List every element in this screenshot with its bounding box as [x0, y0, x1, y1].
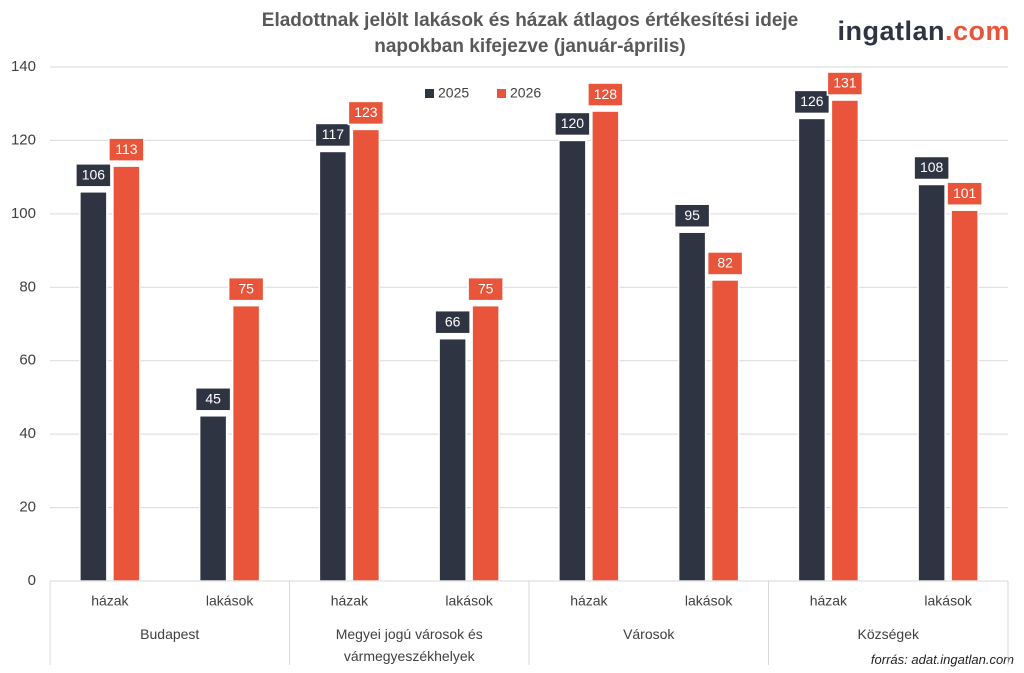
x-tick-label: lakások: [206, 593, 254, 609]
data-label-box: [554, 111, 591, 137]
bar: [112, 165, 141, 582]
x-tick-label: lakások: [924, 593, 972, 609]
data-label: 106: [82, 167, 106, 183]
data-label: 117: [322, 126, 345, 142]
data-label-box: [793, 89, 831, 115]
data-label: 108: [920, 159, 944, 175]
data-label: 123: [354, 104, 378, 120]
bar: [917, 183, 946, 582]
y-tick-label: 100: [11, 205, 36, 222]
legend-label: 2026: [510, 85, 541, 101]
group-label: Megyei jogú városok és vármegyeszékhelye…: [335, 626, 483, 664]
y-tick-label: 80: [19, 278, 36, 295]
data-label: 66: [445, 313, 461, 329]
data-label: 75: [478, 280, 494, 296]
data-label-box: [946, 181, 983, 206]
legend-label: 2025: [438, 85, 469, 101]
group-label: Városok: [623, 626, 675, 642]
x-tick-label: házak: [570, 593, 608, 609]
y-tick-label: 40: [19, 425, 36, 442]
data-label-box: [227, 276, 265, 302]
y-tick-label: 120: [11, 131, 36, 148]
bar: [231, 304, 261, 582]
data-label-box: [673, 203, 711, 228]
bar: [950, 209, 979, 582]
y-tick-label: 0: [28, 572, 36, 589]
data-label-box: [587, 82, 624, 107]
logo: ingatlan.com: [837, 16, 1010, 47]
data-label: 95: [684, 207, 700, 223]
bar: [710, 279, 740, 582]
y-tick-label: 140: [11, 58, 36, 75]
data-label: 75: [238, 280, 254, 296]
logo-suffix: .com: [944, 16, 1010, 46]
legend-swatch: [425, 89, 434, 98]
data-label: 131: [833, 75, 857, 91]
bar: [558, 139, 587, 582]
bar: [198, 415, 228, 582]
group-label: Községek: [857, 626, 919, 642]
data-label: 128: [594, 86, 618, 102]
x-tick-label: lakások: [685, 593, 733, 609]
group-label: Budapest: [140, 626, 200, 642]
chart-title: Eladottnak jelölt lakások és házak átlag…: [261, 10, 799, 57]
data-label: 113: [115, 141, 138, 157]
source: forrás: adat.ingatlan.com: [870, 652, 1014, 667]
bar: [79, 191, 108, 582]
data-label: 126: [800, 93, 824, 109]
data-label-box: [467, 276, 504, 302]
data-label-box: [75, 163, 112, 188]
data-label-box: [314, 122, 352, 148]
bar: [351, 128, 381, 582]
data-label: 101: [953, 185, 977, 201]
data-label: 45: [205, 390, 221, 406]
data-label-box: [108, 137, 145, 162]
data-label-box: [913, 155, 950, 181]
bar: [318, 150, 348, 582]
bar: [471, 304, 500, 582]
data-label-box: [194, 387, 232, 412]
x-tick-label: házak: [331, 593, 369, 609]
y-tick-label: 20: [19, 499, 36, 516]
x-tick-label: lakások: [445, 593, 493, 609]
bar: [591, 110, 620, 582]
data-label: 82: [717, 255, 733, 271]
x-tick-label: házak: [91, 593, 129, 609]
bar: [438, 337, 467, 582]
y-tick-label: 60: [19, 352, 36, 369]
x-tick-label: házak: [810, 593, 848, 609]
data-label-box: [706, 251, 744, 276]
bar: [830, 99, 860, 582]
data-label-box: [826, 71, 864, 96]
bar: [797, 117, 827, 582]
data-label-box: [434, 309, 471, 335]
data-label: 120: [561, 115, 585, 131]
bar: [677, 231, 707, 582]
legend-swatch: [497, 89, 506, 98]
data-label-box: [347, 100, 385, 126]
logo-name: ingatlan: [837, 16, 945, 46]
